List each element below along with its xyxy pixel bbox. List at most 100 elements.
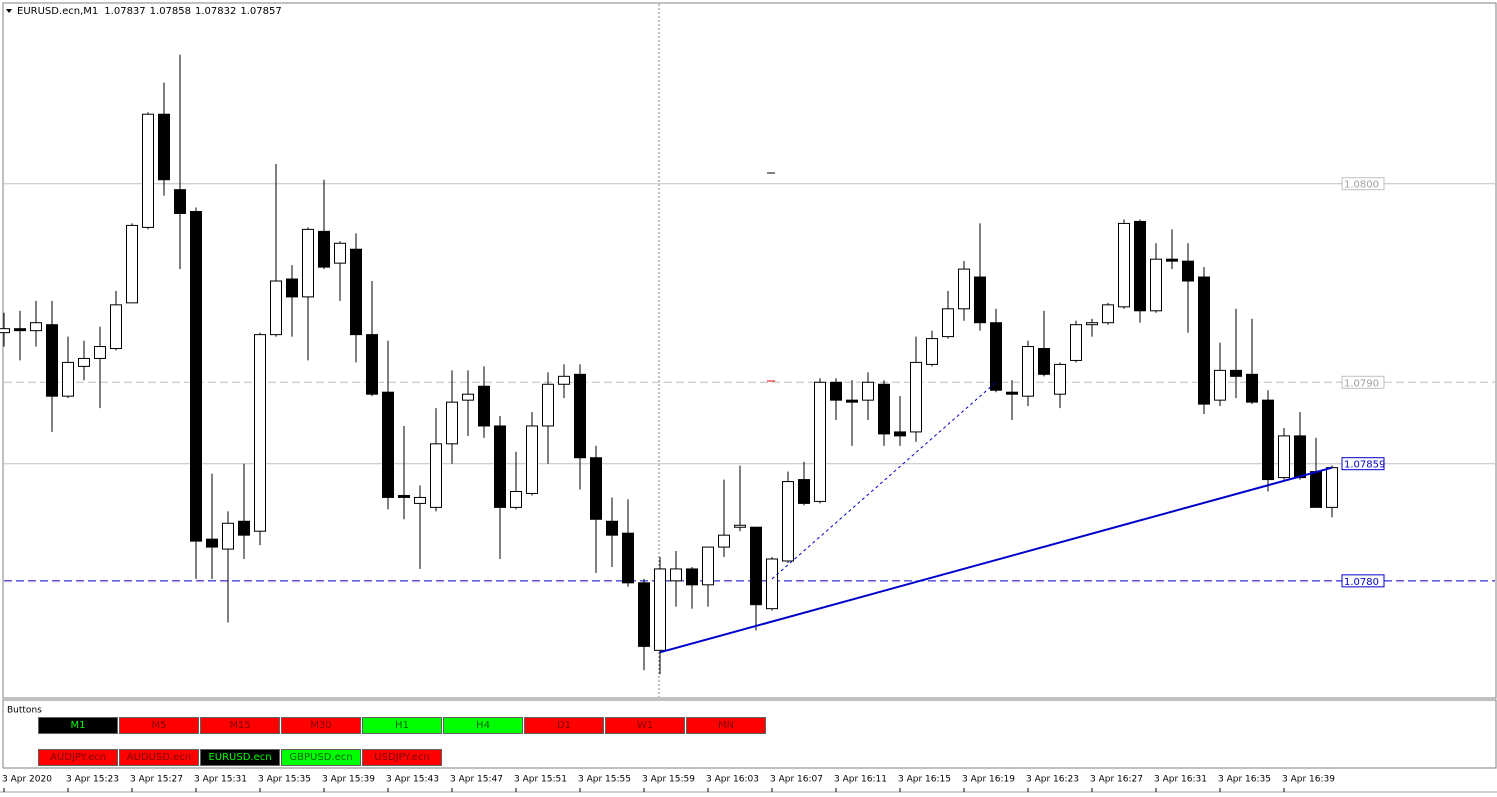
panel-button[interactable]: M30	[281, 717, 361, 734]
x-tick-label: 3 Apr 16:35	[1218, 775, 1271, 785]
panel-button[interactable]: D1	[524, 717, 604, 734]
candle-body	[590, 457, 602, 520]
panel-button[interactable]: GBPUSD.ecn	[281, 749, 361, 766]
candle-body	[126, 224, 138, 304]
candle-body	[958, 268, 970, 310]
x-tick-label: 3 Apr 15:23	[66, 775, 119, 785]
candle-body	[270, 280, 282, 336]
price-label-box	[1341, 574, 1385, 588]
candle-body	[462, 393, 474, 401]
candle-body	[1294, 435, 1306, 479]
candle-body	[862, 381, 874, 401]
x-tick-label: 3 Apr 15:51	[514, 775, 567, 785]
candle-body	[814, 381, 826, 502]
x-tick-label: 3 Apr 15:55	[578, 775, 631, 785]
candle-body	[718, 534, 730, 548]
candle-body	[654, 568, 666, 651]
chart-frame	[2, 2, 1497, 699]
candle-body	[94, 346, 106, 359]
panel-button[interactable]: M1	[38, 717, 118, 734]
trend-line	[771, 381, 997, 580]
x-tick-label: 3 Apr 16:31	[1154, 775, 1207, 785]
x-tick-label: 3 Apr 16:15	[898, 775, 951, 785]
candle-body	[318, 230, 330, 268]
candle-body	[1022, 346, 1034, 397]
candle-body	[1070, 324, 1082, 361]
candle-body	[622, 532, 634, 584]
candle-body	[542, 383, 554, 427]
panel-button[interactable]: W1	[605, 717, 685, 734]
x-tick-label: 3 Apr 15:27	[130, 775, 183, 785]
candle-body	[734, 524, 746, 528]
candle-body	[1182, 260, 1194, 282]
panel-button[interactable]: USDJPY.ecn	[362, 749, 442, 766]
price-label: 1.0800	[1344, 180, 1379, 191]
candle-body	[798, 479, 810, 504]
candle-body	[526, 425, 538, 494]
candle-body	[46, 324, 58, 397]
panel-button[interactable]: AUDUSD.ecn	[119, 749, 199, 766]
candle-body	[494, 425, 506, 508]
candle-body	[558, 375, 570, 385]
candle-body	[702, 546, 714, 586]
panel-button[interactable]: M5	[119, 717, 199, 734]
x-tick-label: 3 Apr 15:31	[194, 775, 247, 785]
candle-body	[1198, 276, 1210, 405]
panel-button[interactable]: H1	[362, 717, 442, 734]
x-tick-label: 3 Apr 15:39	[322, 775, 375, 785]
candle-body	[334, 242, 346, 264]
candle-body	[1086, 322, 1098, 326]
x-tick-label: 3 Apr 15:35	[258, 775, 311, 785]
panel-button[interactable]: M15	[200, 717, 280, 734]
candle-body	[0, 328, 10, 334]
candle-body	[366, 334, 378, 395]
candle-body	[1214, 369, 1226, 401]
x-tick-label: 3 Apr 16:11	[834, 775, 887, 785]
price-label-box	[1341, 177, 1385, 191]
panel-button[interactable]: H4	[443, 717, 523, 734]
candle-body	[910, 361, 922, 433]
panel-button[interactable]: AUDJPY.ecn	[38, 749, 118, 766]
candle-body	[686, 568, 698, 586]
candle-body	[350, 248, 362, 336]
candle-body	[30, 322, 42, 332]
candle-body	[990, 322, 1002, 391]
candle-body	[1006, 391, 1018, 395]
candle-body	[190, 211, 202, 542]
candle-body	[766, 558, 778, 610]
trend-line	[659, 466, 1333, 654]
candle-body	[1150, 258, 1162, 312]
panel-button[interactable]: MN	[686, 717, 766, 734]
candle-body	[1038, 348, 1050, 375]
candle-body	[1102, 304, 1114, 324]
candle-body	[830, 381, 842, 401]
candle-body	[1166, 258, 1178, 262]
x-tick-label: 3 Apr 16:07	[770, 775, 823, 785]
price-label-box	[1341, 457, 1385, 471]
candle-body	[974, 276, 986, 324]
panel-title: Buttons	[7, 706, 42, 716]
candle-body	[206, 538, 218, 548]
candle-body	[782, 481, 794, 562]
price-label-box	[1341, 375, 1385, 389]
x-tick-label: 3 Apr 15:47	[450, 775, 503, 785]
candle-body	[894, 431, 906, 437]
panel-button[interactable]: EURUSD.ecn	[200, 749, 280, 766]
candle-body	[78, 357, 90, 367]
candle-body	[926, 338, 938, 365]
candle-body	[846, 399, 858, 403]
candle-body	[1118, 222, 1130, 308]
x-tick-label: 3 Apr 15:43	[386, 775, 439, 785]
candle-body	[606, 520, 618, 536]
candle-body	[942, 308, 954, 338]
candle-body	[158, 113, 170, 181]
candle-body	[174, 189, 186, 214]
candle-body	[14, 328, 26, 332]
x-tick-label: 3 Apr 16:23	[1026, 775, 1079, 785]
candle-body	[110, 304, 122, 350]
price-label: 1.0790	[1344, 378, 1379, 389]
menu-arrow[interactable]	[6, 9, 12, 13]
candle-body	[254, 334, 266, 532]
